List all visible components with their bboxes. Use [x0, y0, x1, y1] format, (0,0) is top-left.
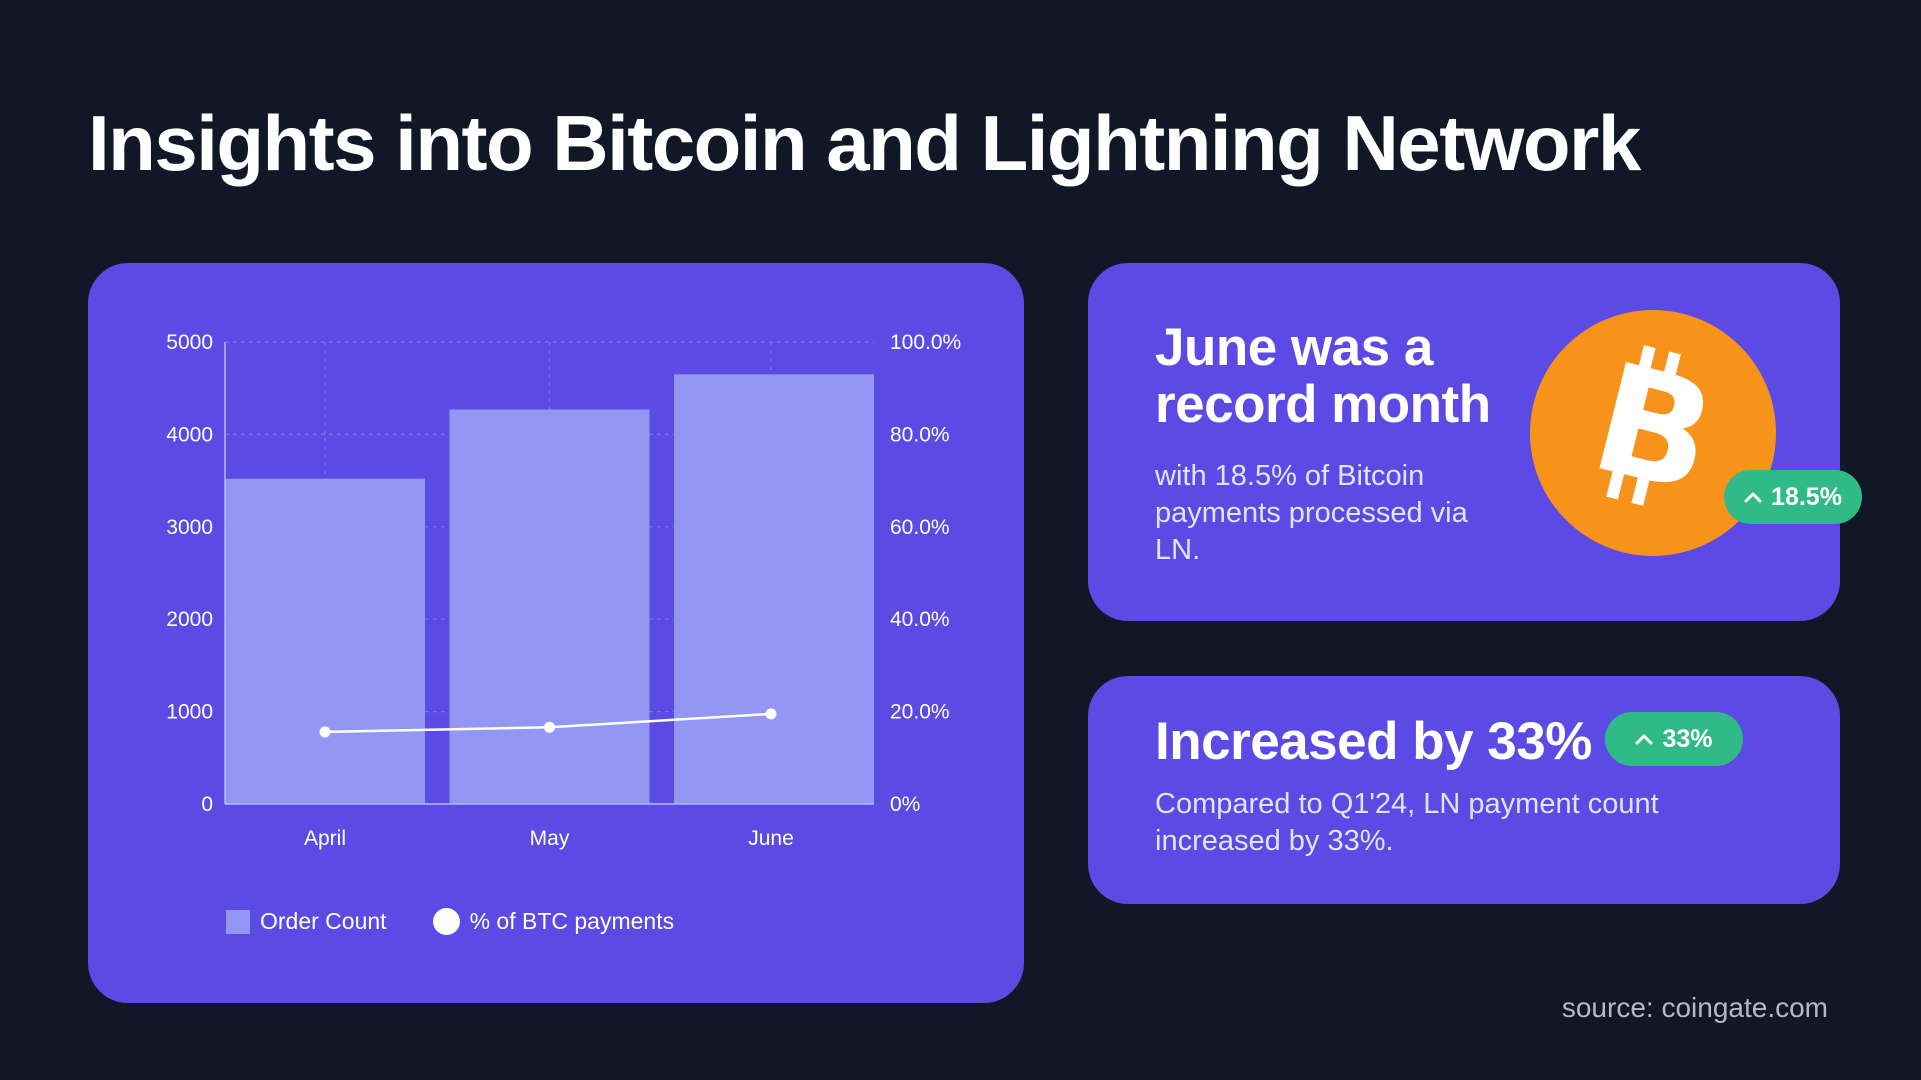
record-badge-value: 18.5% — [1771, 482, 1842, 511]
y-left-tick-label: 3000 — [166, 516, 213, 539]
record-month-description: with 18.5% of Bitcoin payments processed… — [1155, 460, 1468, 566]
btc-payments-point-june — [765, 708, 777, 720]
bar-april — [225, 478, 425, 804]
y-right-tick-label: 40.0% — [890, 608, 950, 631]
x-tick-label: May — [530, 827, 570, 850]
y-left-tick-label: 0 — [201, 793, 213, 816]
btc-payments-point-may — [544, 721, 555, 733]
y-left-tick-label: 2000 — [166, 608, 213, 631]
y-right-tick-label: 20.0% — [890, 701, 950, 724]
y-left-tick-label: 5000 — [166, 331, 213, 354]
legend-label-order-count: Order Count — [260, 908, 387, 934]
increase-badge-value: 33% — [1662, 724, 1713, 753]
y-right-tick-label: 0% — [890, 793, 920, 816]
chart-card: 0 1000 2000 3000 4000 5000 0% 20.0% 40.0% 60.0% 80… — [88, 263, 1024, 1003]
page-title: Insights into Bitcoin and Lightning Netw… — [88, 99, 1641, 187]
y-right-tick-label: 100.0% — [890, 331, 961, 354]
chevron-up-icon — [1744, 492, 1762, 503]
source-credit: source: coingate.com — [1561, 992, 1828, 1023]
record-growth-badge: 18.5% — [1724, 470, 1862, 524]
bar-june — [674, 374, 874, 804]
record-month-card: June was a record month with 18.5% of Bi… — [1088, 263, 1862, 621]
btc-payments-point-april — [319, 726, 331, 738]
legend-item-btc-payments: % of BTC payments — [432, 908, 675, 935]
record-month-heading: June was a record month — [1155, 318, 1491, 434]
increase-growth-badge: 33% — [1605, 712, 1743, 766]
legend-label-btc-payments: % of BTC payments — [469, 908, 675, 934]
increase-card: Increased by 33% 33% Compared to Q1'24, … — [1088, 676, 1840, 904]
order-count-chart: 0 1000 2000 3000 4000 5000 0% 20.0% 40.0% 60.0% 80… — [166, 331, 961, 850]
bitcoin-icon: B — [1530, 310, 1776, 556]
legend-item-order-count: Order Count — [226, 908, 387, 935]
y-right-tick-label: 60.0% — [890, 516, 950, 539]
y-left-tick-label: 1000 — [166, 701, 213, 724]
chart-legend: Order Count % of BTC payments — [226, 908, 720, 935]
x-tick-label: June — [748, 827, 794, 850]
chevron-up-icon — [1635, 734, 1653, 745]
y-right-tick-label: 80.0% — [890, 423, 950, 446]
legend-dot-swatch — [432, 908, 460, 935]
bar-may — [449, 409, 650, 804]
increase-description: Compared to Q1'24, LN payment count incr… — [1155, 788, 1659, 857]
x-tick-label: April — [304, 827, 346, 850]
increase-heading: Increased by 33% — [1155, 712, 1592, 771]
y-left-tick-label: 4000 — [166, 423, 213, 446]
svg-text:B: B — [1577, 331, 1730, 527]
legend-bar-swatch — [226, 909, 250, 934]
